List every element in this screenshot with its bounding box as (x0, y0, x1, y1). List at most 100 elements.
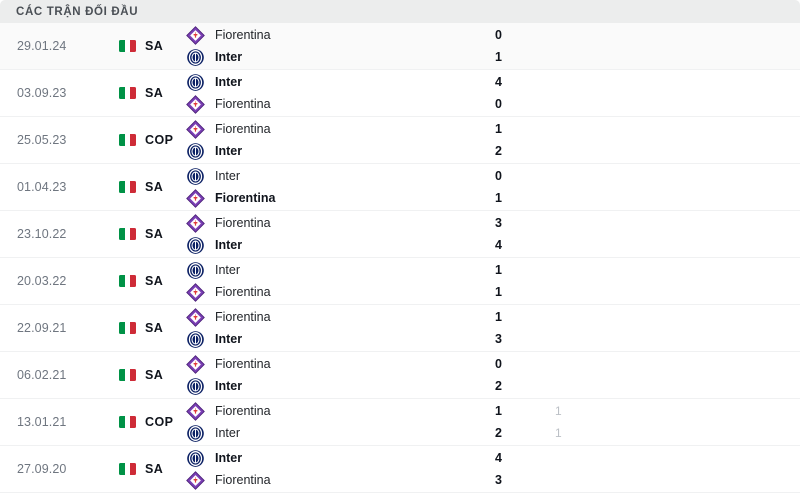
team-name: Inter (215, 332, 243, 346)
match-teams: Fiorentina 3 Inter 4 (186, 211, 800, 257)
match-teams: Fiorentina 1 Inter 2 (186, 117, 800, 163)
match-list: 29.01.24 SA Fiorentina 0 Inter 1 03.09.23 SA Int… (0, 23, 800, 493)
competition-code: SA (145, 227, 164, 241)
team-score: 2 (495, 426, 502, 440)
away-team-line: Fiorentina 1 (186, 282, 790, 303)
inter-crest-icon (187, 142, 204, 160)
team-score: 2 (495, 144, 502, 158)
team-score: 2 (495, 379, 502, 393)
team-score: 0 (495, 357, 502, 371)
inter-crest-icon (187, 261, 204, 279)
match-date: 29.01.24 (17, 39, 67, 53)
fiorentina-crest-icon (186, 354, 205, 374)
competition-code: SA (145, 321, 164, 335)
away-team-line: Fiorentina 3 (186, 470, 790, 491)
match-teams: Fiorentina 1 1 Inter 2 1 (186, 399, 800, 445)
italy-flag-icon (119, 463, 136, 475)
team-name: Inter (215, 50, 243, 64)
team-score: 0 (495, 97, 502, 111)
panel-header: CÁC TRẬN ĐỐI ĐẦU (0, 0, 800, 23)
inter-crest-icon (187, 449, 204, 467)
match-teams: Fiorentina 0 Inter 1 (186, 23, 800, 69)
italy-flag-icon (119, 416, 136, 428)
match-meta: 13.01.21 COP (0, 399, 186, 445)
match-date: 01.04.23 (17, 180, 67, 194)
match-date: 06.02.21 (17, 368, 67, 382)
team-score: 4 (495, 75, 502, 89)
match-meta: 06.02.21 SA (0, 352, 186, 398)
fiorentina-crest-icon (186, 470, 205, 490)
team-score: 0 (495, 169, 502, 183)
away-team-line: Inter 2 (186, 141, 790, 162)
inter-crest-icon (187, 236, 204, 254)
team-name: Fiorentina (215, 28, 271, 42)
team-name: Fiorentina (215, 310, 271, 324)
competition-code: COP (145, 133, 174, 147)
match-date: 27.09.20 (17, 462, 67, 476)
match-meta: 29.01.24 SA (0, 23, 186, 69)
competition-code: SA (145, 462, 164, 476)
match-meta: 25.05.23 COP (0, 117, 186, 163)
italy-flag-icon (119, 228, 136, 240)
home-team-line: Inter 1 (186, 260, 790, 281)
team-score: 1 (495, 285, 502, 299)
match-teams: Inter 0 Fiorentina 1 (186, 164, 800, 210)
home-team-line: Fiorentina 1 (186, 307, 790, 328)
home-team-line: Inter 0 (186, 166, 790, 187)
italy-flag-icon (119, 40, 136, 52)
team-name: Fiorentina (215, 216, 271, 230)
italy-flag-icon (119, 134, 136, 146)
match-teams: Inter 4 Fiorentina 0 (186, 70, 800, 116)
match-date: 22.09.21 (17, 321, 67, 335)
home-team-line: Fiorentina 0 (186, 354, 790, 375)
match-meta: 03.09.23 SA (0, 70, 186, 116)
match-row[interactable]: 13.01.21 COP Fiorentina 1 1 Inter 2 1 (0, 399, 800, 446)
team-score: 4 (495, 238, 502, 252)
team-penalty-score: 1 (555, 404, 562, 418)
away-team-line: Inter 4 (186, 235, 790, 256)
team-name: Fiorentina (215, 357, 271, 371)
away-team-line: Inter 2 1 (186, 423, 790, 444)
match-row[interactable]: 03.09.23 SA Inter 4 Fiorentina 0 (0, 70, 800, 117)
match-row[interactable]: 01.04.23 SA Inter 0 Fiorentina 1 (0, 164, 800, 211)
match-row[interactable]: 25.05.23 COP Fiorentina 1 Inter 2 (0, 117, 800, 164)
italy-flag-icon (119, 181, 136, 193)
away-team-line: Inter 1 (186, 47, 790, 68)
team-score: 4 (495, 451, 502, 465)
team-name: Inter (215, 426, 241, 440)
home-team-line: Inter 4 (186, 448, 790, 469)
panel-header-title: CÁC TRẬN ĐỐI ĐẦU (16, 5, 139, 18)
away-team-line: Inter 3 (186, 329, 790, 350)
team-score: 0 (495, 28, 502, 42)
fiorentina-crest-icon (186, 307, 205, 327)
team-name: Inter (215, 379, 243, 393)
team-name: Fiorentina (215, 285, 271, 299)
match-date: 23.10.22 (17, 227, 67, 241)
team-name: Fiorentina (215, 191, 276, 205)
match-row[interactable]: 22.09.21 SA Fiorentina 1 Inter 3 (0, 305, 800, 352)
competition-code: SA (145, 368, 164, 382)
away-team-line: Inter 2 (186, 376, 790, 397)
competition-code: SA (145, 86, 164, 100)
team-score: 1 (495, 310, 502, 324)
match-row[interactable]: 27.09.20 SA Inter 4 Fiorentina 3 (0, 446, 800, 493)
team-name: Fiorentina (215, 404, 271, 418)
team-name: Inter (215, 263, 241, 277)
italy-flag-icon (119, 322, 136, 334)
match-row[interactable]: 23.10.22 SA Fiorentina 3 Inter 4 (0, 211, 800, 258)
competition-code: COP (145, 415, 174, 429)
fiorentina-crest-icon (186, 25, 205, 45)
match-row[interactable]: 06.02.21 SA Fiorentina 0 Inter 2 (0, 352, 800, 399)
team-name: Inter (215, 144, 243, 158)
fiorentina-crest-icon (186, 188, 205, 208)
match-meta: 20.03.22 SA (0, 258, 186, 304)
away-team-line: Fiorentina 0 (186, 94, 790, 115)
team-name: Fiorentina (215, 122, 271, 136)
match-row[interactable]: 29.01.24 SA Fiorentina 0 Inter 1 (0, 23, 800, 70)
team-name: Fiorentina (215, 97, 271, 111)
inter-crest-icon (187, 167, 204, 185)
home-team-line: Fiorentina 0 (186, 25, 790, 46)
inter-crest-icon (187, 73, 204, 91)
home-team-line: Fiorentina 1 1 (186, 401, 790, 422)
match-row[interactable]: 20.03.22 SA Inter 1 Fiorentina 1 (0, 258, 800, 305)
